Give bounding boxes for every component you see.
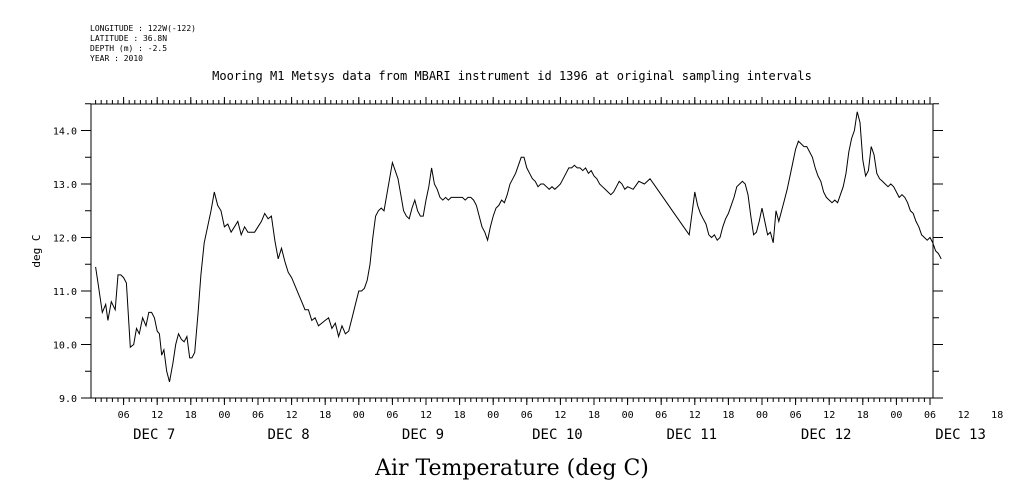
- x-tick-label: 12: [151, 410, 163, 421]
- tick-marks: [81, 97, 943, 405]
- x-tick-label: 00: [487, 410, 499, 421]
- day-label: DEC 10: [532, 427, 583, 443]
- day-label: DEC 7: [133, 427, 175, 443]
- x-tick-label: 12: [958, 410, 970, 421]
- x-tick-label: 00: [218, 410, 230, 421]
- x-tick-label: 06: [790, 410, 802, 421]
- x-tick-label: 12: [823, 410, 835, 421]
- plot-frame: [90, 103, 934, 399]
- x-tick-label: 06: [118, 410, 130, 421]
- year-label: YEAR : 2010: [90, 54, 143, 63]
- x-tick-label: 18: [857, 410, 869, 421]
- y-tick-label: 14.0: [53, 127, 77, 138]
- x-tick-label: 18: [319, 410, 331, 421]
- x-tick-label: 00: [353, 410, 365, 421]
- x-tick-label: 12: [689, 410, 701, 421]
- day-label: DEC 13: [935, 427, 986, 443]
- x-tick-label: 12: [286, 410, 298, 421]
- latitude-label: LATITUDE : 36.8N: [90, 34, 167, 43]
- x-tick-label: 00: [756, 410, 768, 421]
- x-tick-label: 06: [252, 410, 264, 421]
- x-tick-label: 18: [454, 410, 466, 421]
- x-tick-label: 00: [622, 410, 634, 421]
- x-tick-label: 18: [991, 410, 1003, 421]
- y-tick-label: 9.0: [59, 394, 77, 405]
- air-temperature-line: [95, 111, 942, 383]
- y-tick-label: 13.0: [53, 180, 77, 191]
- x-tick-label: 06: [655, 410, 667, 421]
- depth-label: DEPTH (m) : -2.5: [90, 44, 167, 53]
- x-tick-label: 18: [185, 410, 197, 421]
- chart-title: Mooring M1 Metsys data from MBARI instru…: [212, 69, 812, 83]
- x-tick-label: 18: [722, 410, 734, 421]
- y-tick-label: 12.0: [53, 234, 77, 245]
- x-tick-label: 06: [521, 410, 533, 421]
- day-label: DEC 11: [667, 427, 718, 443]
- day-labels: DEC 7 DEC 8 DEC 9 DEC 10 DEC 11 DEC 12 DEC 13: [133, 427, 986, 443]
- x-axis-title: Air Temperature (deg C): [374, 456, 649, 481]
- x-tick-label: 18: [588, 410, 600, 421]
- y-axis-label: deg C: [30, 234, 43, 267]
- x-tick-label: 12: [554, 410, 566, 421]
- y-tick-label: 10.0: [53, 341, 77, 352]
- y-tick-label: 11.0: [53, 287, 77, 298]
- day-label: DEC 8: [268, 427, 310, 443]
- y-tick-labels: 9.0 10.0 11.0 12.0 13.0 14.0: [53, 127, 77, 406]
- day-label: DEC 9: [402, 427, 444, 443]
- day-label: DEC 12: [801, 427, 852, 443]
- x-tick-label: 12: [420, 410, 432, 421]
- x-tick-label: 06: [386, 410, 398, 421]
- x-tick-labels: 06 12 18 00 06 12 18 00 06 12 18 00 06 12 18 00 06 12 18 00…: [118, 410, 1004, 421]
- x-tick-label: 06: [924, 410, 936, 421]
- x-tick-label: 00: [890, 410, 902, 421]
- longitude-label: LONGITUDE : 122W(-122): [90, 24, 196, 33]
